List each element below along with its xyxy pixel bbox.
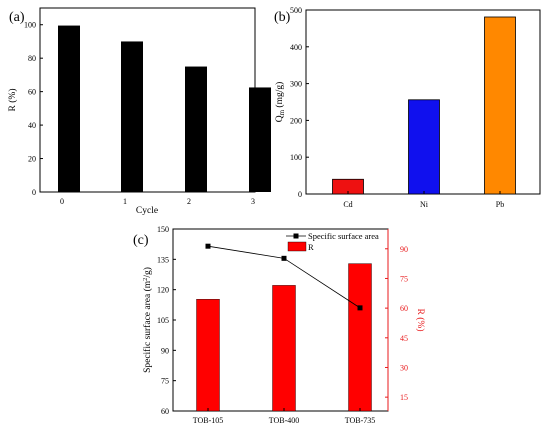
panel-b-y-axis: 0 100 200 300 400 500	[290, 6, 309, 199]
panel-c-y2-tick-label: 90	[400, 245, 408, 254]
panel-a-bar	[121, 41, 143, 192]
panel-a-y-axis: 0 20 40 60 80 100	[24, 21, 43, 197]
panel-c-line-point	[281, 255, 287, 261]
panel-b-x-axis: Cd Ni Pb	[343, 191, 504, 209]
panel-c-y2-tick-label: 45	[400, 334, 408, 343]
panel-a-x-tick-label: 1	[123, 197, 127, 206]
panel-c-x-axis: TOB-105 TOB-400 TOB-735	[193, 408, 376, 425]
panel-c: (c) 60 75 90 105 120 135 150 15 30 45 60 75 90 TOB-…	[133, 225, 426, 425]
panel-b-y-tick-label: 400	[290, 43, 302, 52]
panel-c-y-title: Specific surface area (m2/g)	[142, 267, 153, 373]
panel-c-y2-tick-label: 15	[400, 393, 408, 402]
panel-c-y-tick-label: 135	[157, 255, 169, 264]
panel-c-left-y-axis: 60 75 90 105 120 135 150	[157, 225, 176, 416]
panel-c-bar	[272, 285, 296, 412]
panel-b-y-tick-label: 200	[290, 116, 302, 125]
legend-line-marker	[293, 233, 299, 239]
panel-c-y-tick-label: 150	[157, 225, 169, 234]
panel-a: (a) 0 20 40 60 80 100 0 1 2 3 Cycle R (%)	[7, 7, 271, 216]
panel-c-y-tick-label: 60	[161, 407, 169, 416]
panel-c-bars	[196, 263, 372, 412]
panel-c-y2-tick-label: 75	[400, 274, 408, 283]
panel-c-line-point	[357, 305, 363, 311]
panel-c-legend: Specific surface area R	[286, 231, 379, 252]
panel-c-line-point	[205, 243, 211, 249]
panel-b-label: (b)	[274, 10, 291, 25]
panel-b-y-tick-label: 500	[290, 6, 302, 15]
panel-a-y-tick-label: 60	[28, 88, 36, 97]
panel-c-bar	[196, 299, 220, 412]
panel-b-x-tick-label: Pb	[496, 200, 504, 209]
panel-a-bars	[58, 25, 271, 193]
panel-b-y-tick-label: 0	[298, 190, 302, 199]
panel-a-y-title: R (%)	[7, 89, 18, 112]
legend-line-label: Specific surface area	[308, 231, 379, 241]
panel-b-x-tick-label: Cd	[343, 200, 352, 209]
panel-b-bar	[408, 99, 440, 195]
panel-c-x-tick-label: TOB-735	[345, 416, 376, 425]
panel-c-y2-title: R (%)	[415, 309, 426, 332]
legend-bar-sample	[287, 241, 307, 252]
panel-c-label: (c)	[133, 233, 149, 248]
panel-a-bar	[185, 66, 207, 192]
panel-c-y2-tick-label: 60	[400, 304, 408, 313]
panel-b-x-tick-label: Ni	[420, 200, 429, 209]
panel-a-x-title: Cycle	[136, 206, 158, 216]
panel-a-x-tick-label: 0	[60, 197, 64, 206]
panel-b-y-tick-label: 300	[290, 80, 302, 89]
panel-a-y-tick-label: 40	[28, 121, 36, 130]
panel-a-y-tick-label: 0	[32, 188, 36, 197]
panel-a-x-tick-label: 3	[251, 197, 255, 206]
panel-c-y2-tick-label: 30	[400, 363, 408, 372]
panel-a-y-tick-label: 100	[24, 21, 36, 30]
panel-b-bars	[332, 16, 516, 195]
panel-b-bar	[484, 16, 516, 195]
panel-b-y-tick-label: 100	[290, 153, 302, 162]
panel-a-y-tick-label: 20	[28, 155, 36, 164]
panel-c-y-tick-label: 75	[161, 377, 169, 386]
panel-c-line-series	[205, 243, 363, 311]
panel-c-x-tick-label: TOB-400	[269, 416, 300, 425]
panel-a-label: (a)	[9, 10, 25, 25]
panel-b: (b) 0 100 200 300 400 500 Cd Ni Pb Qm (mg/g)	[274, 6, 541, 209]
panel-b-y-title: Qm (mg/g)	[274, 82, 286, 123]
panel-c-bar	[348, 263, 372, 412]
panel-a-bar	[58, 25, 80, 193]
panel-a-bar	[249, 87, 271, 192]
panel-a-x-tick-label: 2	[187, 197, 191, 206]
panel-a-x-axis: 0 1 2 3	[60, 189, 255, 206]
panel-c-right-y-axis: 15 30 45 60 75 90	[385, 245, 408, 402]
panel-c-y-tick-label: 120	[157, 286, 169, 295]
panel-c-y-tick-label: 90	[161, 346, 169, 355]
panel-c-x-tick-label: TOB-105	[193, 416, 224, 425]
panel-a-y-tick-label: 80	[28, 54, 36, 63]
legend-bar-label: R	[308, 242, 314, 252]
panel-c-y-tick-label: 105	[157, 316, 169, 325]
